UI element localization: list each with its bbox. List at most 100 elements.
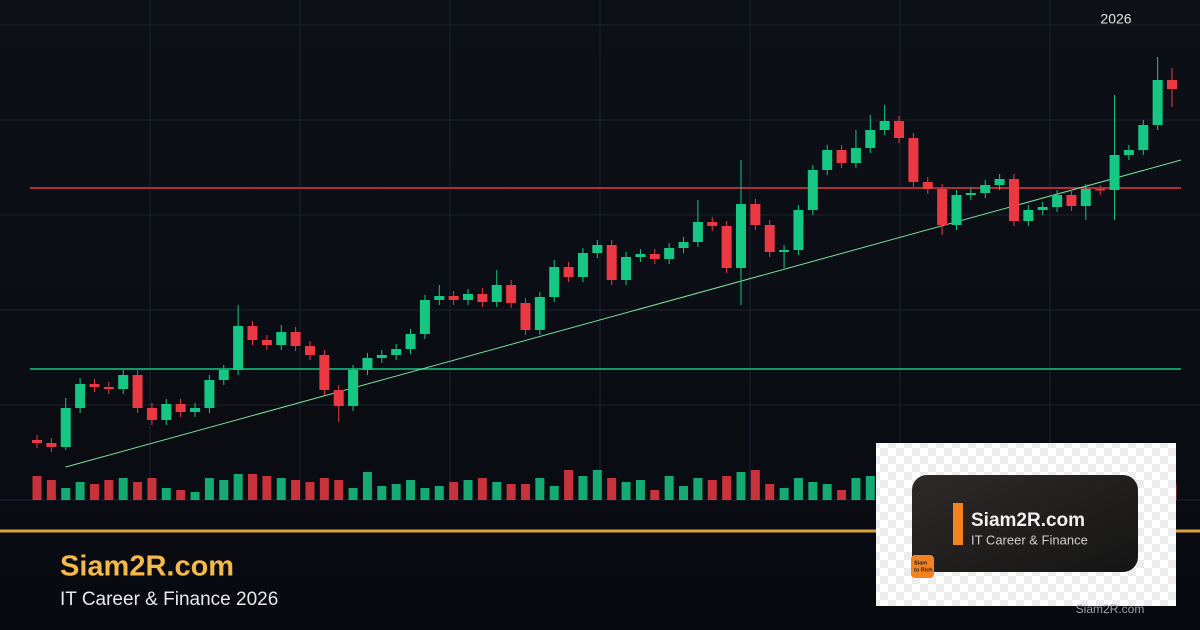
candle-body xyxy=(419,300,430,334)
logo-text: to Rich xyxy=(914,567,933,573)
candle-body xyxy=(1023,210,1034,221)
logo-text: Siam xyxy=(914,560,927,566)
candle-body xyxy=(592,245,603,253)
candle-body xyxy=(247,326,258,340)
candle-body xyxy=(764,225,775,252)
volume-bar xyxy=(808,482,818,500)
volume-bar xyxy=(449,482,459,500)
volume-bar xyxy=(506,484,516,500)
grid xyxy=(0,0,1200,501)
volume-bar xyxy=(233,474,243,500)
volume-bar xyxy=(319,478,329,500)
volume-bar xyxy=(434,486,444,500)
candle-body xyxy=(822,150,833,170)
volume-bar xyxy=(535,478,545,500)
candle-body xyxy=(448,296,459,300)
volume-bar xyxy=(147,478,157,500)
candle-body xyxy=(664,248,675,259)
candle-body xyxy=(1095,189,1106,191)
candle-body xyxy=(491,285,502,302)
volume-bar xyxy=(348,488,358,500)
volume-bar xyxy=(262,476,272,500)
candle-body xyxy=(1109,155,1120,190)
candle-body xyxy=(290,332,301,346)
candle-body xyxy=(75,384,86,408)
candle-body xyxy=(146,408,157,420)
volume-bar xyxy=(564,470,574,500)
candle-body xyxy=(1052,195,1063,207)
candle-body xyxy=(520,303,531,330)
candle-body xyxy=(865,130,876,148)
volume-bar xyxy=(248,474,258,500)
year-label: 2026 xyxy=(1100,11,1131,27)
candle-body xyxy=(678,242,689,248)
logo xyxy=(911,555,934,578)
candle-body xyxy=(534,297,545,330)
candle-body xyxy=(32,440,42,443)
volume-bar xyxy=(664,476,674,500)
candle-body xyxy=(477,294,488,302)
candle-body xyxy=(606,245,617,280)
volume-bar xyxy=(219,480,229,500)
candle-body xyxy=(549,267,560,297)
volume-bar xyxy=(118,478,128,500)
volume-bar xyxy=(61,488,71,500)
candle-body xyxy=(190,408,201,412)
candle-body xyxy=(894,121,905,138)
candle-body xyxy=(721,226,732,268)
candle-body xyxy=(1066,195,1077,206)
candle-body xyxy=(735,204,746,268)
volume-bar xyxy=(765,484,775,500)
volume-bar xyxy=(865,476,875,500)
volume-bar xyxy=(750,470,760,500)
candle-body xyxy=(707,222,718,226)
volume-bar xyxy=(793,478,803,500)
brand-title: Siam2R.com xyxy=(60,551,234,583)
volume-bar xyxy=(133,482,143,500)
volume-bar xyxy=(276,478,286,500)
candle-body xyxy=(908,138,919,182)
volume-bar xyxy=(477,478,487,500)
candle-body xyxy=(793,210,804,250)
card xyxy=(912,475,1138,572)
candle-body xyxy=(362,358,373,370)
candle-body xyxy=(132,375,143,408)
volume-bar xyxy=(291,480,301,500)
candle-body xyxy=(951,195,962,225)
volume-bar xyxy=(578,476,588,500)
candle-body xyxy=(348,370,359,406)
candle-body xyxy=(333,390,344,406)
volume-bar xyxy=(176,490,186,500)
trendline xyxy=(65,159,1182,468)
volume-bar xyxy=(75,482,85,500)
card-accent xyxy=(953,503,963,545)
volume-bar xyxy=(635,480,645,500)
candle-body xyxy=(1123,150,1134,155)
volume-bar xyxy=(779,488,789,500)
candle-body xyxy=(621,257,632,280)
volume-bar xyxy=(391,484,401,500)
volume-bar xyxy=(362,472,372,500)
candle-body xyxy=(850,148,861,163)
volume-bar xyxy=(377,486,387,500)
candle-body xyxy=(506,285,517,303)
candle-body xyxy=(1152,80,1163,125)
candle-body xyxy=(649,254,660,259)
candle-body xyxy=(434,296,445,300)
volume-bar xyxy=(679,486,689,500)
candle-body xyxy=(1138,125,1149,150)
card-overlay: Siam2R.com IT Career & Finance Siam to R… xyxy=(876,443,1176,606)
volume-bar xyxy=(707,480,717,500)
volume-bar xyxy=(104,480,114,500)
volume-bar xyxy=(32,476,42,500)
candle-body xyxy=(218,370,229,380)
volume-bar xyxy=(204,478,214,500)
candle-body xyxy=(980,185,991,193)
candle-body xyxy=(1037,207,1048,210)
volume-bar xyxy=(89,484,99,500)
candle-body xyxy=(692,222,703,242)
volume-bar xyxy=(736,472,746,500)
candle-body xyxy=(577,253,588,277)
